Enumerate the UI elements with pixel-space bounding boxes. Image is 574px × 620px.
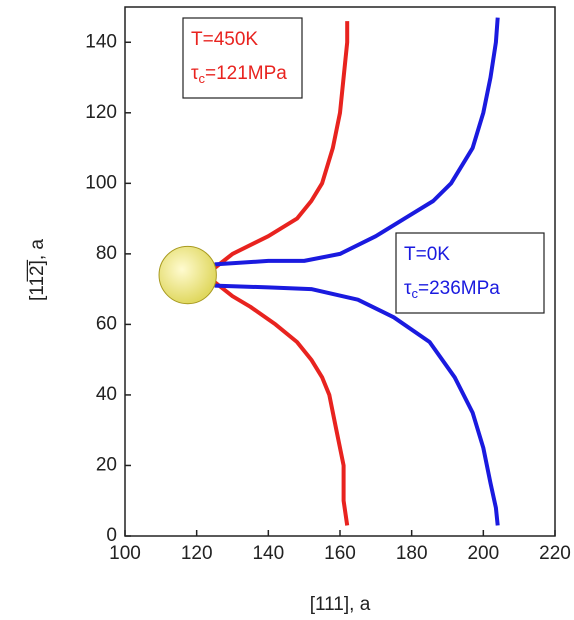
x-tick-label: 200	[467, 543, 499, 564]
tau: τ	[191, 63, 199, 84]
tau-sub: c	[199, 71, 206, 86]
annotation-tau: τc=236MPa	[404, 278, 500, 301]
x-tick-label: 160	[324, 543, 356, 564]
annotation-box	[182, 17, 303, 99]
y-tick-label: 100	[85, 172, 117, 193]
y-tick-label: 140	[85, 31, 117, 52]
annotation-text: T=0K	[404, 244, 450, 265]
x-axis-title: [111], a	[310, 594, 371, 615]
tau-value: =236MPa	[418, 278, 500, 299]
y-axis-title: [11̅2̅], a	[27, 239, 48, 301]
x-tick-label: 100	[109, 543, 141, 564]
y-tick-label: 40	[96, 384, 117, 405]
tau-value: =121MPa	[205, 63, 287, 84]
tau: τ	[404, 278, 412, 299]
y-tick-label: 0	[106, 525, 117, 546]
x-tick-label: 120	[181, 543, 213, 564]
y-tick-label: 120	[85, 102, 117, 123]
y-tick-label: 80	[96, 243, 117, 264]
x-tick-label: 180	[396, 543, 428, 564]
obstacle	[158, 245, 217, 305]
annotation-text: T=450K	[191, 29, 258, 50]
x-tick-label: 220	[539, 543, 571, 564]
y-tick-label: 60	[96, 313, 117, 334]
annotation-box	[395, 232, 545, 314]
dislocation-line	[213, 21, 350, 526]
annotation-tau: τc=121MPa	[191, 63, 287, 86]
x-tick-label: 140	[252, 543, 284, 564]
tau-sub: c	[412, 286, 419, 301]
y-tick-label: 20	[96, 454, 117, 475]
dislocation-line	[214, 17, 500, 526]
